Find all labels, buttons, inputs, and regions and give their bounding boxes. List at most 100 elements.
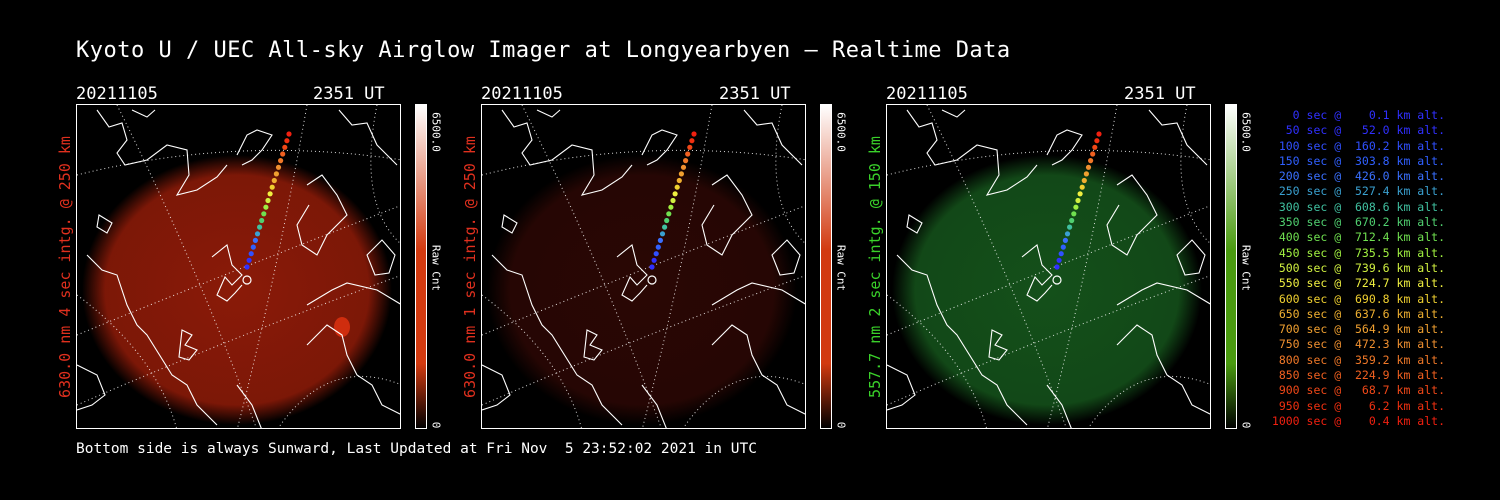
station-marker	[647, 275, 657, 285]
aurora-spot	[334, 317, 350, 337]
coastline	[743, 109, 803, 166]
legend-row: 850 sec @ 224.9 km alt.	[1278, 368, 1445, 383]
trajectory-point	[244, 264, 250, 270]
legend-row: 450 sec @ 735.5 km alt.	[1278, 245, 1445, 260]
grid-line	[236, 105, 308, 428]
trajectory-legend: 0 sec @ 0.1 km alt. 50 sec @ 52.0 km alt.…	[1255, 108, 1445, 429]
panel-1-date: 20211105	[76, 84, 158, 104]
legend-row: 1000 sec @ 0.4 km alt.	[1271, 413, 1445, 428]
legend-row: 700 sec @ 564.9 km alt.	[1278, 322, 1445, 337]
grid-line	[887, 294, 987, 428]
legend-row: 100 sec @ 160.2 km alt.	[1278, 138, 1445, 153]
trajectory-point	[1088, 158, 1094, 164]
trajectory-point	[1062, 237, 1068, 243]
trajectory-point	[678, 171, 684, 177]
grid-line	[1180, 105, 1210, 244]
trajectory-point	[275, 164, 282, 170]
trajectory-point	[259, 217, 265, 224]
grid-line	[1046, 105, 1118, 428]
station-marker	[1052, 275, 1062, 285]
panel-3-time: 2351 UT	[1124, 84, 1196, 104]
trajectory-point	[267, 191, 273, 197]
coastline	[583, 329, 603, 361]
panel-2-label-text: 630.0 nm 1 sec intg. @ 250 km	[461, 135, 479, 398]
legend-row: 400 sec @ 712.4 km alt.	[1278, 230, 1445, 245]
coastline	[641, 129, 678, 166]
coastline	[701, 174, 753, 256]
trajectory-point	[1073, 204, 1079, 210]
station-marker	[242, 275, 252, 285]
panel-2-colorbar-min: 0	[834, 421, 848, 429]
legend-row: 750 sec @ 472.3 km alt.	[1278, 337, 1445, 352]
panel-1-side-label: 630.0 nm 4 sec intg. @ 250 km	[55, 104, 75, 429]
trajectory-point	[687, 144, 693, 150]
trajectory-point	[271, 177, 277, 184]
grid-line	[482, 294, 582, 428]
coastline	[771, 239, 801, 276]
trajectory-point	[657, 237, 663, 243]
legend-row: 50 sec @ 52.0 km alt.	[1285, 123, 1445, 138]
trajectory-point	[282, 144, 288, 150]
trajectory-point	[1096, 131, 1102, 137]
coastline	[1116, 282, 1210, 306]
grid-line	[887, 205, 1210, 336]
trajectory-point	[672, 191, 678, 197]
trajectory-point	[278, 158, 284, 164]
trajectory-point	[1075, 197, 1081, 204]
coastline	[338, 109, 398, 166]
panel-1-colorbar	[415, 104, 427, 429]
panel-2-colorbar-max: 6500.0	[834, 111, 848, 152]
legend-row: 250 sec @ 527.4 km alt.	[1278, 184, 1445, 199]
coastline	[96, 109, 228, 196]
trajectory-point	[252, 237, 258, 243]
panel-1-label-text: 630.0 nm 4 sec intg. @ 250 km	[56, 135, 74, 398]
coastline	[236, 129, 273, 166]
trajectory-point	[1077, 191, 1083, 197]
legend-row: 800 sec @ 359.2 km alt.	[1278, 352, 1445, 367]
trajectory-point	[668, 204, 674, 210]
legend-row: 200 sec @ 426.0 km alt.	[1278, 169, 1445, 184]
coastline	[896, 254, 1028, 426]
trajectory-point	[1064, 231, 1071, 237]
coastline	[501, 214, 518, 234]
trajectory-point	[265, 197, 271, 204]
trajectory-point	[269, 184, 275, 190]
coastline	[131, 109, 156, 118]
trajectory-point	[655, 244, 661, 250]
coastline	[178, 329, 198, 361]
trajectory-point	[676, 177, 682, 184]
trajectory-point	[689, 138, 695, 144]
legend-row: 900 sec @ 68.7 km alt.	[1278, 383, 1445, 398]
trajectory-point	[273, 171, 279, 177]
legend-row: 600 sec @ 690.8 km alt.	[1278, 291, 1445, 306]
trajectory-point	[280, 151, 286, 157]
panel-3-airglow-image	[886, 104, 1211, 429]
legend-row: 950 sec @ 6.2 km alt.	[1278, 398, 1445, 413]
trajectory-point	[653, 251, 659, 257]
trajectory-point	[685, 151, 691, 157]
trajectory-point	[1083, 171, 1089, 177]
panel-2-time: 2351 UT	[719, 84, 791, 104]
trajectory-point	[1092, 144, 1098, 150]
trajectory-point	[263, 204, 269, 210]
panel-2-colorbar-unit: Raw Cnt	[834, 244, 848, 291]
trajectory-point	[659, 231, 666, 237]
trajectory-point	[649, 264, 655, 270]
trajectory-point	[680, 164, 687, 170]
grid-line	[370, 105, 400, 244]
trajectory-point	[246, 257, 252, 263]
coastline	[306, 324, 400, 415]
trajectory-point	[257, 224, 263, 230]
coastline	[306, 282, 400, 306]
coastline	[501, 109, 633, 196]
trajectory-point	[1094, 138, 1100, 144]
page-title: Kyoto U / UEC All-sky Airglow Imager at …	[76, 38, 1011, 63]
coastline	[941, 109, 966, 118]
panel-1-colorbar-max: 6500.0	[429, 111, 443, 152]
trajectory-point	[1090, 151, 1096, 157]
coastline	[906, 109, 1038, 196]
trajectory-point	[1054, 264, 1060, 270]
coastline	[1046, 384, 1072, 428]
coastline	[236, 384, 262, 428]
trajectory-point	[254, 231, 261, 237]
